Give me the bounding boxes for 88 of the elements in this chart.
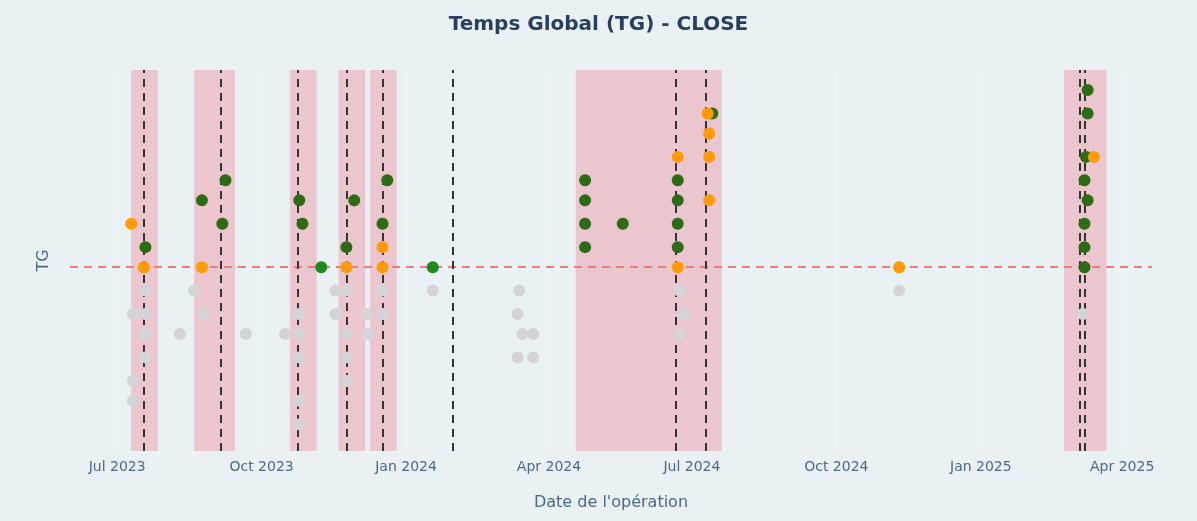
point <box>671 150 684 163</box>
point <box>293 394 306 407</box>
point <box>381 174 394 187</box>
point <box>293 307 306 320</box>
point <box>701 107 714 120</box>
point <box>893 261 906 274</box>
point <box>579 217 592 230</box>
point <box>703 127 716 140</box>
point <box>1087 150 1100 163</box>
x-tick-label: Jul 2023 <box>87 458 146 474</box>
point <box>315 261 328 274</box>
point <box>376 241 389 254</box>
point <box>426 261 439 274</box>
point <box>511 307 524 320</box>
point <box>703 194 716 207</box>
point <box>376 261 389 274</box>
point <box>195 194 208 207</box>
point <box>340 284 353 297</box>
x-axis-title: Date de l'opération <box>533 491 689 511</box>
point <box>1081 194 1094 207</box>
point <box>673 328 686 341</box>
point <box>340 351 353 364</box>
point <box>671 194 684 207</box>
y-axis-title: TG <box>32 249 52 273</box>
point <box>671 261 684 274</box>
point <box>376 284 389 297</box>
point <box>329 307 342 320</box>
point <box>139 284 152 297</box>
point <box>516 328 529 341</box>
point <box>1076 307 1089 320</box>
x-tick-label: Jan 2025 <box>948 458 1012 474</box>
point <box>671 217 684 230</box>
point <box>125 217 138 230</box>
point <box>671 174 684 187</box>
point <box>1078 261 1091 274</box>
point <box>360 307 373 320</box>
point <box>893 284 906 297</box>
point <box>362 328 375 341</box>
point <box>239 328 252 341</box>
point <box>579 194 592 207</box>
point <box>1081 107 1094 120</box>
point <box>279 328 292 341</box>
point <box>293 418 306 431</box>
x-tick-label: Jul 2024 <box>662 458 721 474</box>
x-tick-label: Apr 2025 <box>1090 458 1155 474</box>
point <box>579 174 592 187</box>
point <box>173 328 186 341</box>
point <box>671 241 684 254</box>
chart-title: Temps Global (TG) - CLOSE <box>448 11 749 35</box>
point <box>293 194 306 207</box>
point <box>426 284 439 297</box>
point <box>126 394 139 407</box>
point <box>137 261 150 274</box>
point <box>296 217 309 230</box>
x-tick-label: Apr 2024 <box>516 458 582 474</box>
point <box>511 351 524 364</box>
x-tick-label: Jan 2024 <box>374 458 437 474</box>
point <box>1081 84 1094 97</box>
point <box>1078 217 1091 230</box>
point <box>126 307 139 320</box>
point <box>616 217 629 230</box>
point <box>340 374 353 387</box>
point <box>376 307 389 320</box>
point <box>348 194 361 207</box>
point <box>1078 174 1091 187</box>
point <box>329 284 342 297</box>
x-tick-label: Oct 2024 <box>804 458 869 474</box>
point <box>340 241 353 254</box>
point <box>139 351 152 364</box>
point <box>340 261 353 274</box>
point <box>219 174 232 187</box>
point <box>673 284 686 297</box>
point <box>527 351 540 364</box>
point <box>678 307 691 320</box>
point <box>126 374 139 387</box>
point <box>703 150 716 163</box>
point <box>195 261 208 274</box>
point <box>139 241 152 254</box>
point <box>188 284 201 297</box>
point <box>527 328 540 341</box>
point <box>139 307 152 320</box>
point <box>376 217 389 230</box>
point <box>216 217 229 230</box>
point <box>579 241 592 254</box>
point <box>293 351 306 364</box>
point <box>1078 241 1091 254</box>
x-tick-label: Oct 2023 <box>229 458 294 474</box>
point <box>513 284 526 297</box>
